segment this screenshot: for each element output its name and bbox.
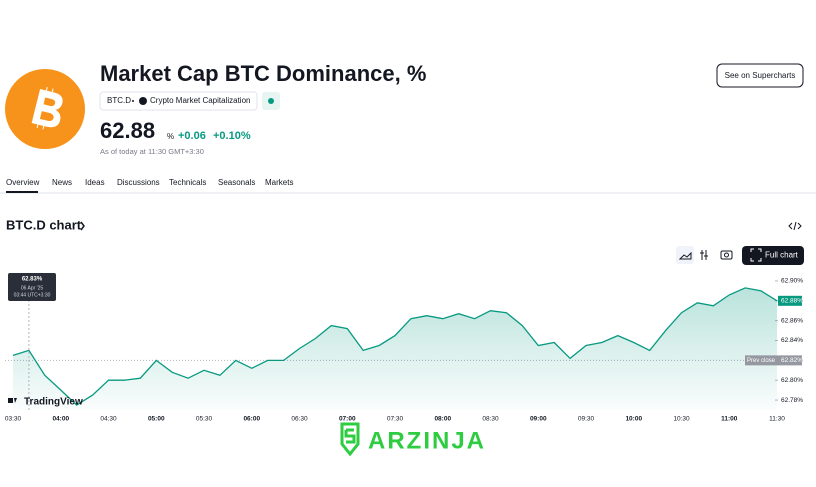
title: Market Cap BTC Dominance, % bbox=[100, 61, 426, 86]
candle-icon[interactable] bbox=[700, 250, 708, 260]
tab[interactable]: Technicals bbox=[169, 178, 206, 187]
btc-glyph bbox=[31, 87, 63, 130]
x-tick-label: 04:30 bbox=[100, 416, 117, 423]
change-pct: +0.10% bbox=[213, 130, 251, 142]
prev-close-name: Prev close bbox=[747, 358, 776, 364]
y-tick-label: 62.86% bbox=[781, 317, 803, 324]
y-tick-label: 62.80% bbox=[781, 377, 803, 384]
tooltip-time: 03:44 UTC+3:30 bbox=[14, 292, 51, 298]
supercharts-label: See on Supercharts bbox=[725, 71, 796, 80]
tab[interactable]: Overview bbox=[6, 178, 40, 187]
supercharts-button[interactable] bbox=[716, 63, 804, 88]
symbol-chip[interactable] bbox=[99, 91, 258, 111]
x-tick-label: 10:30 bbox=[673, 416, 690, 423]
x-tick-label: 07:00 bbox=[339, 416, 356, 423]
x-tick-label: 08:00 bbox=[434, 416, 451, 423]
line bbox=[12, 287, 778, 406]
x-tick-label: 06:00 bbox=[243, 416, 260, 423]
tv-brand: TradingView bbox=[24, 397, 83, 408]
tab[interactable]: Ideas bbox=[85, 178, 105, 187]
x-tick-label: 09:30 bbox=[578, 416, 595, 423]
sep bbox=[132, 100, 134, 102]
tab[interactable]: Discussions bbox=[117, 178, 160, 187]
area bbox=[13, 287, 777, 410]
chart-heading[interactable]: BTC.D chart bbox=[6, 217, 82, 232]
symbol: BTC.D bbox=[107, 96, 131, 105]
price-unit: % bbox=[167, 132, 174, 141]
prev-close-label: 62.82% bbox=[781, 357, 803, 364]
tooltip-value: 62.83% bbox=[22, 277, 43, 283]
last-price-tag bbox=[778, 295, 802, 306]
embed-icon[interactable] bbox=[788, 221, 802, 231]
prev-close-tag bbox=[745, 355, 802, 366]
source: Crypto Market Capitalization bbox=[150, 96, 250, 105]
full-chart-label: Full chart bbox=[765, 251, 799, 260]
y-tick-label: 62.78% bbox=[781, 397, 803, 404]
tab[interactable]: Markets bbox=[265, 178, 293, 187]
tab[interactable]: Seasonals bbox=[218, 178, 255, 187]
x-tick-label: 06:30 bbox=[291, 416, 308, 423]
tv-logo bbox=[8, 398, 17, 403]
chevron bbox=[80, 221, 85, 231]
watermark-icon bbox=[340, 422, 360, 457]
watermark: ARZINJA bbox=[368, 427, 486, 454]
x-tick-label: 09:00 bbox=[530, 416, 547, 423]
line-icon bbox=[678, 251, 692, 260]
y-tick-label: 62.90% bbox=[781, 278, 803, 285]
status-dot bbox=[268, 98, 274, 104]
x-tick-label: 10:00 bbox=[625, 416, 642, 423]
full-chart-button[interactable] bbox=[742, 246, 804, 265]
last-price-label: 62.88% bbox=[781, 298, 803, 305]
x-tick-label: 11:30 bbox=[769, 416, 785, 423]
x-tick-label: 05:00 bbox=[148, 416, 165, 423]
tab[interactable]: News bbox=[52, 178, 72, 187]
x-tick-label: 11:00 bbox=[721, 416, 738, 423]
price: 62.88 bbox=[100, 118, 155, 143]
x-tick-label: 04:00 bbox=[52, 416, 69, 423]
tooltip bbox=[8, 273, 56, 301]
x-tick-label: 05:30 bbox=[196, 416, 213, 423]
source-icon bbox=[139, 97, 147, 105]
change: +0.06 bbox=[178, 130, 206, 142]
fullscreen-icon bbox=[750, 248, 762, 262]
tooltip-date: 06 Apr '25 bbox=[21, 285, 44, 291]
camera-icon[interactable] bbox=[720, 250, 733, 260]
y-tick-label: 62.84% bbox=[781, 337, 803, 344]
x-tick-label: 07:30 bbox=[387, 416, 404, 423]
camera-lens bbox=[724, 252, 729, 258]
as-of: As of today at 11:30 GMT+3:30 bbox=[100, 147, 204, 156]
x-tick-label: 08:30 bbox=[482, 416, 499, 423]
x-tick-label: 03:30 bbox=[5, 416, 22, 423]
